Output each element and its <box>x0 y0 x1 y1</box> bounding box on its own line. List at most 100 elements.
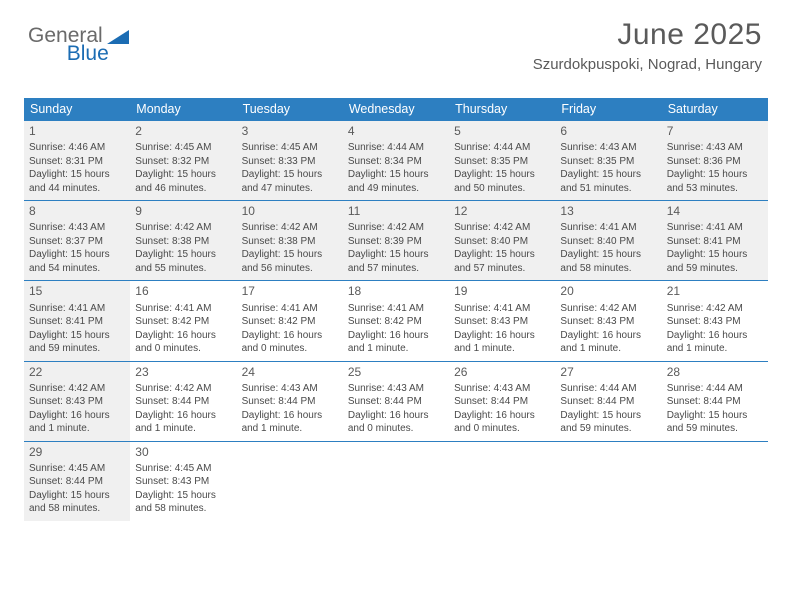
day-number: 2 <box>135 123 231 139</box>
week-row: 8Sunrise: 4:43 AMSunset: 8:37 PMDaylight… <box>24 201 768 281</box>
day-number: 13 <box>560 203 656 219</box>
sunset-text: Sunset: 8:43 PM <box>560 315 656 329</box>
day-cell: 26 Sunrise: 4:43 AMSunset: 8:44 PMDayligh… <box>449 362 555 441</box>
weekday-header: Friday <box>555 98 661 121</box>
day-number: 18 <box>348 283 444 299</box>
sunset-text: Sunset: 8:39 PM <box>348 235 444 249</box>
page-title: June 2025 <box>533 18 762 52</box>
daylight-text: Daylight: 15 hours and 46 minutes. <box>135 168 231 195</box>
sunrise-text: Sunrise: 4:42 AM <box>454 221 550 235</box>
day-cell: 7Sunrise: 4:43 AMSunset: 8:36 PMDaylight… <box>662 121 768 200</box>
daylight-text: Daylight: 15 hours and 57 minutes. <box>454 248 550 275</box>
day-number: 21 <box>667 283 763 299</box>
daylight-text: Daylight: 15 hours and 55 minutes. <box>135 248 231 275</box>
day-cell: 16Sunrise: 4:41 AMSunset: 8:42 PMDayligh… <box>130 281 236 360</box>
sunrise-text: Sunrise: 4:43 AM <box>667 141 763 155</box>
day-cell: 23Sunrise: 4:42 AMSunset: 8:44 PMDayligh… <box>130 362 236 441</box>
sunset-text: Sunset: 8:43 PM <box>667 315 763 329</box>
day-number: 26 <box>454 364 550 380</box>
sunrise-text: Sunrise: 4:44 AM <box>348 141 444 155</box>
logo-text-2: Blue <box>67 42 109 66</box>
day-number: 29 <box>29 444 125 460</box>
daylight-text: Daylight: 15 hours and 53 minutes. <box>667 168 763 195</box>
daylight-text: Daylight: 16 hours and 1 minute. <box>348 329 444 356</box>
daylight-text: Daylight: 15 hours and 59 minutes. <box>667 248 763 275</box>
sunrise-text: Sunrise: 4:43 AM <box>454 382 550 396</box>
day-cell: 6Sunrise: 4:43 AMSunset: 8:35 PMDaylight… <box>555 121 661 200</box>
day-number: 25 <box>348 364 444 380</box>
day-cell: 19Sunrise: 4:41 AMSunset: 8:43 PMDayligh… <box>449 281 555 360</box>
weekday-header: Sunday <box>24 98 130 121</box>
day-cell: 2 Sunrise: 4:45 AMSunset: 8:32 PMDaylight… <box>130 121 236 200</box>
day-cell: 12Sunrise: 4:42 AMSunset: 8:40 PMDayligh… <box>449 201 555 280</box>
day-cell: 8 Sunrise: 4:43 AMSunset: 8:37 PMDaylight… <box>24 201 130 280</box>
sunrise-text: Sunrise: 4:41 AM <box>454 302 550 316</box>
day-number: 23 <box>135 364 231 380</box>
day-cell: 30Sunrise: 4:45 AMSunset: 8:43 PMDayligh… <box>130 442 236 521</box>
daylight-text: Daylight: 15 hours and 44 minutes. <box>29 168 125 195</box>
day-cell: 25Sunrise: 4:43 AMSunset: 8:44 PMDayligh… <box>343 362 449 441</box>
day-cell: 4Sunrise: 4:44 AMSunset: 8:34 PMDaylight… <box>343 121 449 200</box>
day-number: 3 <box>242 123 338 139</box>
sunrise-text: Sunrise: 4:43 AM <box>348 382 444 396</box>
sunrise-text: Sunrise: 4:43 AM <box>29 221 125 235</box>
day-number: 4 <box>348 123 444 139</box>
day-number: 1 <box>29 123 125 139</box>
day-number: 5 <box>454 123 550 139</box>
daylight-text: Daylight: 15 hours and 58 minutes. <box>560 248 656 275</box>
sunrise-text: Sunrise: 4:41 AM <box>560 221 656 235</box>
daylight-text: Daylight: 15 hours and 54 minutes. <box>29 248 125 275</box>
sunset-text: Sunset: 8:44 PM <box>667 395 763 409</box>
daylight-text: Daylight: 16 hours and 1 minute. <box>667 329 763 356</box>
day-cell: 20Sunrise: 4:42 AMSunset: 8:43 PMDayligh… <box>555 281 661 360</box>
daylight-text: Daylight: 16 hours and 0 minutes. <box>454 409 550 436</box>
sunset-text: Sunset: 8:44 PM <box>242 395 338 409</box>
daylight-text: Daylight: 16 hours and 1 minute. <box>242 409 338 436</box>
day-number: 8 <box>29 203 125 219</box>
header: June 2025 Szurdokpuspoki, Nograd, Hungar… <box>533 18 762 73</box>
sunset-text: Sunset: 8:44 PM <box>348 395 444 409</box>
sunset-text: Sunset: 8:40 PM <box>454 235 550 249</box>
week-row: 29Sunrise: 4:45 AMSunset: 8:44 PMDayligh… <box>24 442 768 521</box>
day-number: 17 <box>242 283 338 299</box>
logo-triangle-icon <box>107 28 129 44</box>
sunrise-text: Sunrise: 4:42 AM <box>667 302 763 316</box>
daylight-text: Daylight: 15 hours and 56 minutes. <box>242 248 338 275</box>
sunset-text: Sunset: 8:37 PM <box>29 235 125 249</box>
sunset-text: Sunset: 8:32 PM <box>135 155 231 169</box>
day-cell: 9Sunrise: 4:42 AMSunset: 8:38 PMDaylight… <box>130 201 236 280</box>
day-cell: 18Sunrise: 4:41 AMSunset: 8:42 PMDayligh… <box>343 281 449 360</box>
empty-day <box>662 442 768 521</box>
sunrise-text: Sunrise: 4:46 AM <box>29 141 125 155</box>
sunrise-text: Sunrise: 4:45 AM <box>135 462 231 476</box>
sunset-text: Sunset: 8:42 PM <box>135 315 231 329</box>
sunset-text: Sunset: 8:38 PM <box>242 235 338 249</box>
daylight-text: Daylight: 16 hours and 0 minutes. <box>135 329 231 356</box>
sunset-text: Sunset: 8:43 PM <box>29 395 125 409</box>
sunset-text: Sunset: 8:35 PM <box>560 155 656 169</box>
day-number: 30 <box>135 444 231 460</box>
sunset-text: Sunset: 8:43 PM <box>135 475 231 489</box>
week-row: 15Sunrise: 4:41 AMSunset: 8:41 PMDayligh… <box>24 281 768 361</box>
weekday-header: Thursday <box>449 98 555 121</box>
day-number: 11 <box>348 203 444 219</box>
sunset-text: Sunset: 8:44 PM <box>29 475 125 489</box>
sunset-text: Sunset: 8:33 PM <box>242 155 338 169</box>
sunset-text: Sunset: 8:40 PM <box>560 235 656 249</box>
day-cell: 3Sunrise: 4:45 AMSunset: 8:33 PMDaylight… <box>237 121 343 200</box>
sunset-text: Sunset: 8:44 PM <box>454 395 550 409</box>
daylight-text: Daylight: 16 hours and 0 minutes. <box>242 329 338 356</box>
sunrise-text: Sunrise: 4:41 AM <box>348 302 444 316</box>
sunset-text: Sunset: 8:44 PM <box>135 395 231 409</box>
day-cell: 24Sunrise: 4:43 AMSunset: 8:44 PMDayligh… <box>237 362 343 441</box>
daylight-text: Daylight: 16 hours and 1 minute. <box>560 329 656 356</box>
weekday-header: Wednesday <box>343 98 449 121</box>
sunrise-text: Sunrise: 4:45 AM <box>135 141 231 155</box>
sunset-text: Sunset: 8:31 PM <box>29 155 125 169</box>
day-number: 24 <box>242 364 338 380</box>
day-cell: 10Sunrise: 4:42 AMSunset: 8:38 PMDayligh… <box>237 201 343 280</box>
sunrise-text: Sunrise: 4:42 AM <box>560 302 656 316</box>
daylight-text: Daylight: 16 hours and 1 minute. <box>135 409 231 436</box>
empty-day <box>449 442 555 521</box>
sunrise-text: Sunrise: 4:42 AM <box>348 221 444 235</box>
